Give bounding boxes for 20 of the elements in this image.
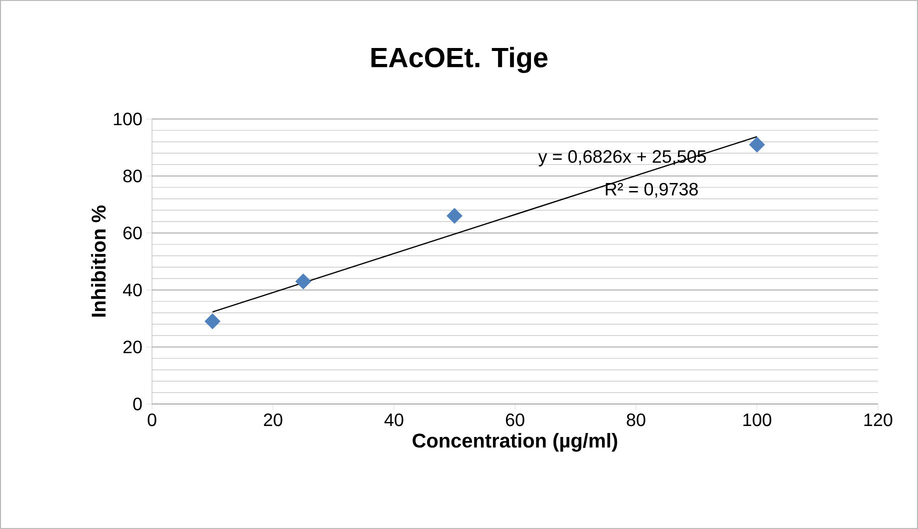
x-tick-label: 0 — [148, 413, 156, 426]
x-tick-label: 20 — [264, 413, 282, 426]
point — [749, 136, 765, 153]
x-tick-label: 100 — [743, 413, 772, 426]
y-tick-label: 20 — [123, 340, 142, 354]
chart-title: EAcOEt. Tige — [371, 46, 548, 74]
y-tick-label: 40 — [122, 284, 142, 296]
point — [446, 208, 462, 224]
x-tick-label: 60 — [506, 413, 524, 426]
point — [204, 313, 220, 330]
x-tick-label: 120 — [864, 413, 892, 426]
y-tick-label: 80 — [123, 170, 142, 182]
y-tick-label: 60 — [123, 226, 142, 240]
x-tick-label: 80 — [626, 413, 646, 426]
y-tick-label: 0 — [133, 398, 142, 410]
x-axis-title: Concentration (µg/ml) — [412, 433, 618, 452]
point — [295, 273, 312, 290]
y-axis-title: Inhibition % — [91, 206, 106, 317]
y-tick-label: 100 — [114, 112, 142, 126]
x-tick-label: 40 — [384, 413, 404, 426]
